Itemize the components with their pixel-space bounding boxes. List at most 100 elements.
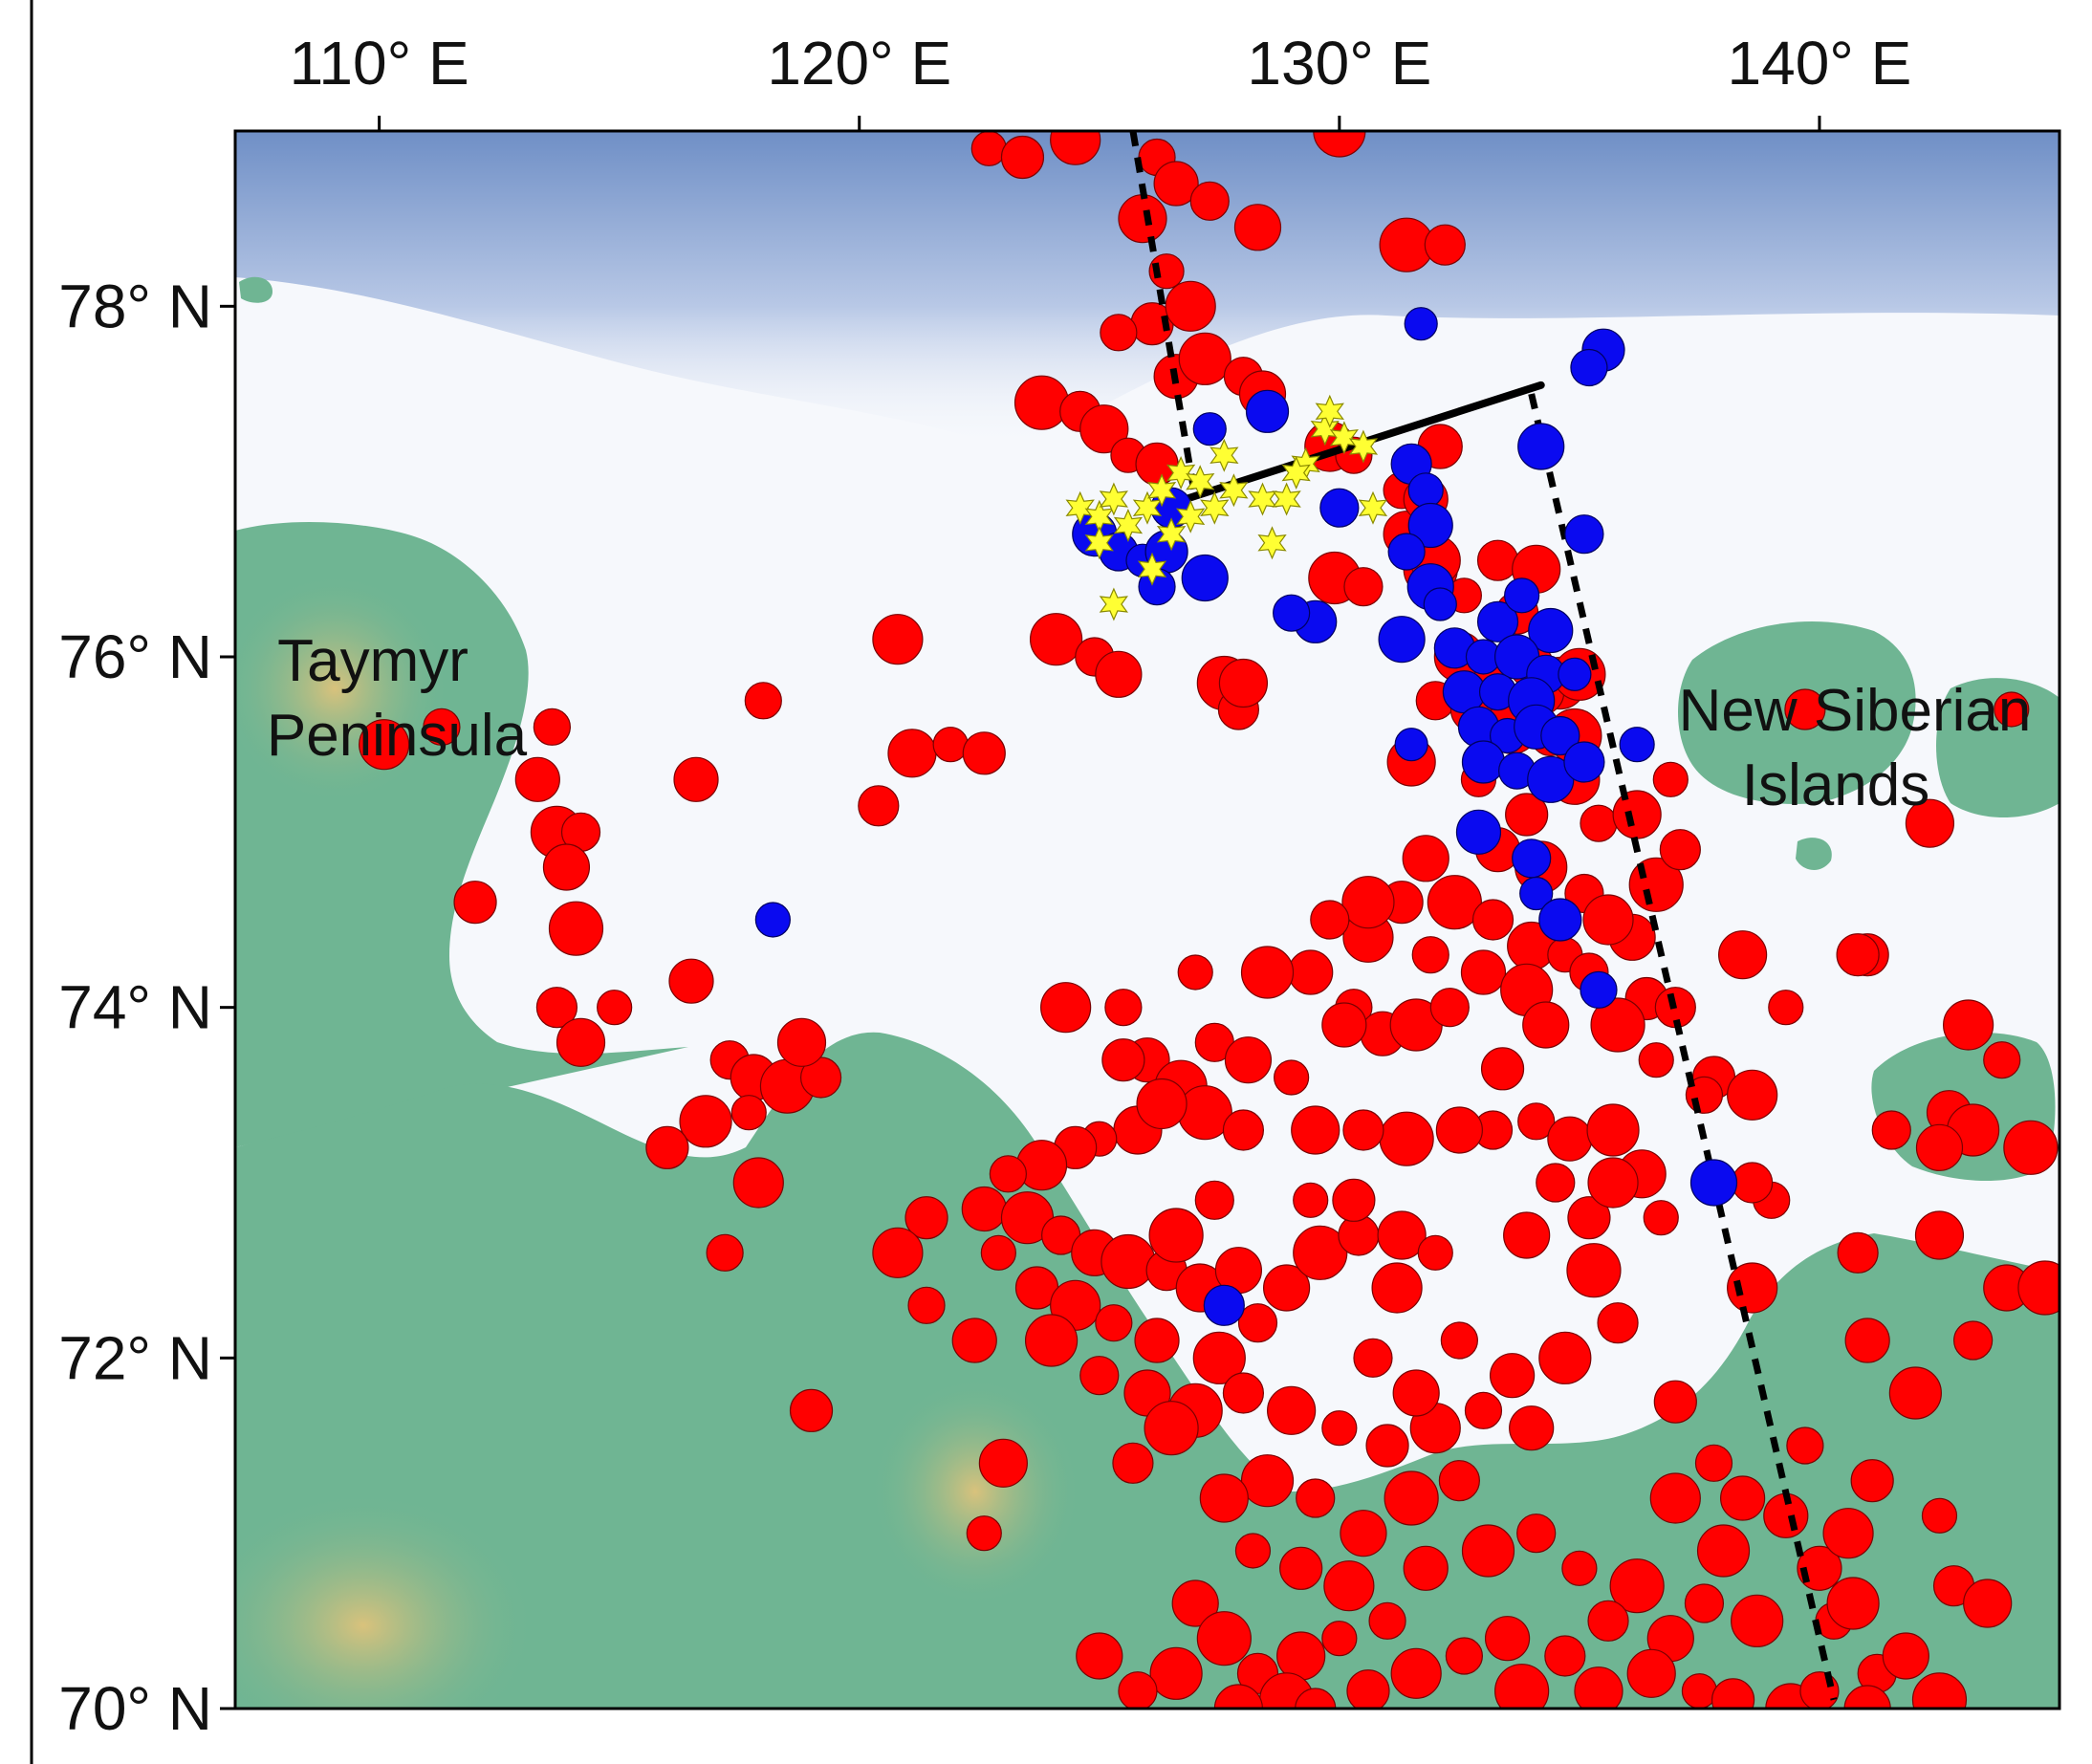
red-marker bbox=[1963, 1579, 2013, 1628]
blue-marker bbox=[1273, 594, 1311, 632]
blue-marker bbox=[1404, 307, 1438, 341]
red-marker bbox=[1100, 314, 1138, 352]
red-marker bbox=[1321, 1002, 1367, 1048]
red-marker bbox=[1440, 1321, 1478, 1360]
red-marker bbox=[1435, 1106, 1483, 1154]
red-marker bbox=[1288, 949, 1334, 995]
blue-marker bbox=[1181, 554, 1229, 602]
yellow-star-marker bbox=[1084, 526, 1114, 560]
red-marker bbox=[706, 1233, 744, 1272]
yellow-star-marker bbox=[1348, 429, 1379, 464]
red-marker bbox=[1522, 1001, 1570, 1049]
red-marker bbox=[2017, 1260, 2059, 1316]
red-marker bbox=[1222, 1372, 1265, 1414]
red-marker bbox=[548, 901, 604, 956]
red-marker bbox=[1953, 1320, 1994, 1361]
red-marker bbox=[1643, 1200, 1679, 1236]
red-marker bbox=[872, 614, 924, 665]
red-marker bbox=[1427, 875, 1482, 930]
red-marker bbox=[1484, 1616, 1531, 1662]
red-marker bbox=[1786, 1426, 1824, 1465]
red-marker bbox=[1144, 1401, 1199, 1456]
red-marker bbox=[1101, 1038, 1145, 1082]
red-marker bbox=[1402, 835, 1449, 882]
lon-tick-label: 110° E bbox=[290, 29, 469, 98]
yellow-star-marker bbox=[1257, 526, 1287, 560]
blue-marker bbox=[1540, 715, 1580, 756]
red-marker bbox=[1291, 1105, 1340, 1155]
yellow-star-marker bbox=[1200, 490, 1230, 525]
red-marker bbox=[1295, 1688, 1337, 1709]
red-marker bbox=[951, 1318, 997, 1363]
red-marker bbox=[1095, 650, 1143, 698]
red-marker bbox=[1921, 1497, 1958, 1534]
red-marker bbox=[1237, 1303, 1278, 1343]
lon-tick-label: 130° E bbox=[1247, 29, 1431, 98]
blue-marker bbox=[1319, 488, 1360, 528]
red-marker bbox=[1517, 1102, 1556, 1141]
blue-marker bbox=[1563, 741, 1605, 783]
red-marker bbox=[904, 1196, 948, 1240]
lon-tick-label: 120° E bbox=[767, 29, 951, 98]
yellow-star-marker bbox=[1099, 482, 1128, 516]
red-marker bbox=[1503, 1211, 1551, 1259]
red-marker bbox=[1222, 1109, 1265, 1151]
red-marker bbox=[1799, 1671, 1840, 1709]
blue-marker bbox=[1512, 838, 1552, 879]
red-marker bbox=[556, 1017, 606, 1067]
red-marker bbox=[1694, 1444, 1733, 1482]
red-marker bbox=[1000, 135, 1045, 180]
lat-tick-label: 74° N bbox=[58, 973, 212, 1042]
red-marker bbox=[1310, 900, 1350, 940]
red-marker bbox=[1582, 894, 1634, 946]
red-marker bbox=[1079, 404, 1129, 454]
red-marker bbox=[453, 881, 497, 925]
blue-marker bbox=[1245, 389, 1290, 433]
red-marker bbox=[1013, 375, 1070, 430]
dashed-transect-line bbox=[1129, 131, 1199, 500]
red-marker bbox=[1720, 1475, 1766, 1521]
blue-marker bbox=[1203, 1284, 1245, 1326]
red-marker bbox=[1424, 224, 1466, 266]
red-marker bbox=[966, 1515, 1002, 1552]
red-marker bbox=[1994, 691, 2030, 728]
red-marker bbox=[1279, 1546, 1323, 1590]
red-marker bbox=[1544, 1635, 1586, 1677]
red-marker bbox=[535, 987, 578, 1029]
red-marker bbox=[1536, 1163, 1576, 1203]
red-marker bbox=[1566, 1243, 1622, 1298]
red-marker bbox=[1148, 1208, 1204, 1263]
red-marker bbox=[1943, 999, 1994, 1051]
red-marker bbox=[1587, 1600, 1629, 1642]
red-marker bbox=[1659, 829, 1701, 871]
label-nsi-line1: New Siberian bbox=[1679, 678, 2032, 744]
red-marker bbox=[1587, 1157, 1639, 1209]
red-marker bbox=[730, 1095, 767, 1131]
red-marker bbox=[1718, 930, 1768, 980]
yellow-star-marker bbox=[1146, 473, 1177, 508]
blue-marker bbox=[1455, 809, 1502, 855]
red-marker bbox=[1104, 989, 1143, 1027]
red-marker bbox=[1489, 1353, 1536, 1399]
red-marker bbox=[1024, 1314, 1079, 1367]
red-marker bbox=[1368, 1601, 1406, 1640]
blue-marker bbox=[1461, 740, 1506, 784]
red-marker bbox=[1390, 1647, 1442, 1699]
red-marker bbox=[1178, 332, 1231, 385]
blue-marker bbox=[1387, 533, 1426, 571]
red-marker bbox=[1353, 1338, 1393, 1378]
blue-marker bbox=[1423, 587, 1457, 621]
blue-marker bbox=[1517, 423, 1565, 470]
red-marker bbox=[2003, 1120, 2059, 1175]
red-marker bbox=[1218, 658, 1269, 708]
red-marker bbox=[1343, 567, 1384, 607]
red-marker bbox=[1464, 1391, 1503, 1429]
blue-marker bbox=[1564, 514, 1604, 555]
red-marker bbox=[533, 708, 571, 746]
red-marker bbox=[673, 756, 719, 802]
red-marker bbox=[1696, 1524, 1751, 1578]
red-marker bbox=[887, 729, 937, 778]
red-marker bbox=[1983, 1041, 2021, 1079]
red-marker bbox=[1136, 1078, 1188, 1130]
red-marker bbox=[1196, 1611, 1252, 1666]
